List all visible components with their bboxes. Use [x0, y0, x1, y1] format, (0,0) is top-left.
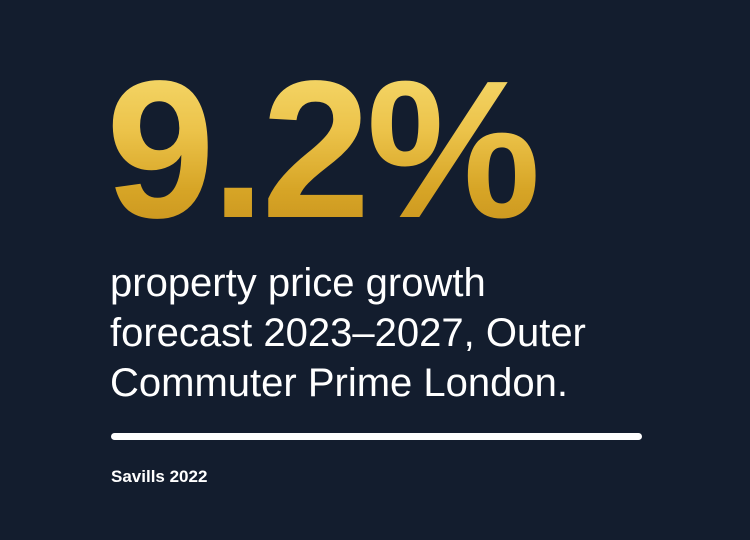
stat-caption: property price growth forecast 2023–2027… [110, 258, 670, 408]
caption-line: forecast 2023–2027, Outer [110, 311, 586, 355]
divider [111, 433, 642, 440]
caption-line: property price growth [110, 261, 486, 305]
stat-value: 9.2% [106, 40, 541, 259]
caption-line: Commuter Prime London. [110, 361, 568, 405]
source-credit: Savills 2022 [111, 467, 208, 486]
